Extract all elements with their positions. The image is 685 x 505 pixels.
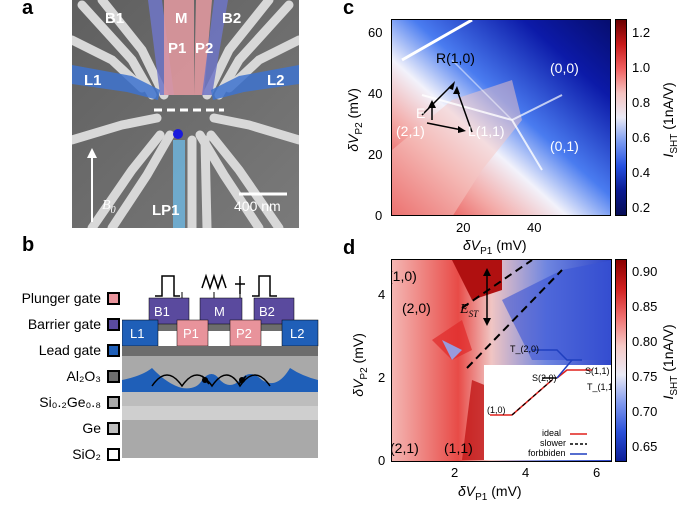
legend-sio2: SiO₂ bbox=[0, 444, 120, 464]
c-cbtick-0.2: 0.2 bbox=[632, 200, 651, 215]
c-ytick-40: 40 bbox=[368, 86, 383, 101]
gate-label-lp1: LP1 bbox=[152, 202, 180, 219]
c-xlabel: δVP1 (mV) bbox=[463, 237, 527, 257]
xs-label-b1: B1 bbox=[154, 304, 170, 319]
xs-label-l2: L2 bbox=[290, 326, 305, 341]
annot-d-est: EST bbox=[460, 302, 479, 319]
xs-label-p2: P2 bbox=[236, 326, 252, 341]
gate-label-l1: L1 bbox=[84, 72, 102, 89]
xs-label-p1: P1 bbox=[183, 326, 199, 341]
d-cbtick-0.80: 0.80 bbox=[632, 334, 658, 349]
c-cbtick-0.8: 0.8 bbox=[632, 95, 651, 110]
d-colorbar-label: ISHT (1nA/V) bbox=[660, 324, 680, 400]
gate-label-b2: B2 bbox=[222, 10, 242, 27]
legend-ge: Ge bbox=[0, 418, 120, 438]
c-ylabel: δVP2 (mV) bbox=[345, 88, 365, 152]
gate-label-m: M bbox=[175, 10, 188, 27]
legend-al2o3: Al₂O₃ bbox=[0, 366, 120, 386]
inset-label-s11: S(1,1) bbox=[585, 366, 610, 376]
d-xlabel: δVP1 (mV) bbox=[458, 483, 522, 503]
c-ytick-20: 20 bbox=[368, 147, 383, 162]
c-ytick-0: 0 bbox=[375, 208, 383, 223]
sem-gates-drawing bbox=[72, 0, 299, 228]
c-xtick-40: 40 bbox=[527, 220, 542, 235]
annot-00: (0,0) bbox=[550, 60, 579, 76]
heatmap-d: (1,0) (2,0) EST (2,1) (1,1) T_(2,0) S(1,… bbox=[391, 259, 612, 462]
heatmap-c: R(1,0) E (2,1) L(1,1) (0,0) (0,1) bbox=[391, 19, 611, 216]
annot-01: (0,1) bbox=[550, 138, 579, 154]
d-cbtick-0.65: 0.65 bbox=[632, 439, 658, 454]
c-cbtick-1.0: 1.0 bbox=[632, 60, 651, 75]
xs-label-l1: L1 bbox=[130, 326, 145, 341]
cross-section-drawing bbox=[121, 273, 319, 458]
gate-label-l2: L2 bbox=[267, 72, 285, 89]
annot-d-10: (1,0) bbox=[392, 268, 417, 284]
inset-label-s10: (1,0) bbox=[487, 405, 506, 415]
c-colorbar-label: ISHT (1nA/V) bbox=[660, 82, 680, 158]
annot-d-11: (1,1) bbox=[444, 440, 473, 456]
annot-r10: R(1,0) bbox=[436, 50, 475, 66]
d-cbtick-0.75: 0.75 bbox=[632, 369, 658, 384]
annot-e: E bbox=[416, 105, 426, 121]
device-cross-section: B1 M B2 L1 P1 P2 L2 bbox=[121, 268, 322, 463]
c-cbtick-0.4: 0.4 bbox=[632, 165, 651, 180]
c-cbtick-1.2: 1.2 bbox=[632, 25, 651, 40]
c-xtick-20: 20 bbox=[456, 220, 471, 235]
heatmap-c-drawing bbox=[392, 20, 610, 215]
inset-label-s20: S(2,0) bbox=[532, 373, 557, 383]
d-xtick-4: 4 bbox=[522, 465, 530, 480]
inset-legend-slower: slower bbox=[540, 438, 567, 448]
d-cbtick-0.90: 0.90 bbox=[632, 264, 658, 279]
gate-label-p1: P1 bbox=[168, 40, 187, 57]
d-ytick-0: 0 bbox=[378, 453, 386, 468]
panel-letter-a: a bbox=[22, 0, 34, 19]
panel-letter-d: d bbox=[343, 237, 356, 259]
heatmap-d-drawing bbox=[392, 260, 611, 461]
sem-image: B1 M B2 P1 P2 L1 L2 LP1 B0 400 nm bbox=[72, 0, 299, 228]
annot-e-21: (2,1) bbox=[396, 123, 425, 139]
d-xtick-6: 6 bbox=[593, 465, 601, 480]
c-cbtick-0.6: 0.6 bbox=[632, 130, 651, 145]
inset-legend-forbidden: forbbiden bbox=[528, 448, 566, 458]
legend-sige: Si₀.₂Ge₀.₈ bbox=[0, 392, 120, 412]
d-cbtick-0.70: 0.70 bbox=[632, 404, 658, 419]
annot-l11: L(1,1) bbox=[468, 123, 505, 139]
layer-legend: Plunger gate Barrier gate Lead gate Al₂O… bbox=[0, 288, 125, 503]
c-ytick-60: 60 bbox=[368, 25, 383, 40]
inset-label-t20: T_(2,0) bbox=[510, 344, 540, 354]
gate-label-b1: B1 bbox=[105, 10, 125, 27]
colorbar-c bbox=[615, 19, 627, 216]
inset-label-t11: T_(1,1) bbox=[587, 382, 611, 392]
annot-d-21: (2,1) bbox=[391, 440, 419, 456]
legend-barrier: Barrier gate bbox=[0, 314, 120, 334]
annot-d-20: (2,0) bbox=[402, 300, 431, 316]
d-ytick-2: 2 bbox=[378, 370, 386, 385]
field-label: B0 bbox=[102, 198, 116, 216]
legend-plunger: Plunger gate bbox=[0, 288, 120, 308]
legend-lead: Lead gate bbox=[0, 340, 120, 360]
xs-label-m: M bbox=[214, 304, 225, 319]
scale-bar-label: 400 nm bbox=[234, 198, 281, 214]
gate-label-p2: P2 bbox=[195, 40, 214, 57]
d-xtick-2: 2 bbox=[451, 465, 459, 480]
inset-legend-ideal: ideal bbox=[542, 428, 562, 438]
d-cbtick-0.85: 0.85 bbox=[632, 299, 658, 314]
d-ylabel: δVP2 (mV) bbox=[350, 333, 370, 397]
d-ytick-4: 4 bbox=[378, 287, 386, 302]
colorbar-d bbox=[615, 259, 627, 462]
panel-letter-c: c bbox=[343, 0, 355, 19]
panel-letter-b: b bbox=[22, 234, 35, 256]
xs-label-b2: B2 bbox=[259, 304, 275, 319]
